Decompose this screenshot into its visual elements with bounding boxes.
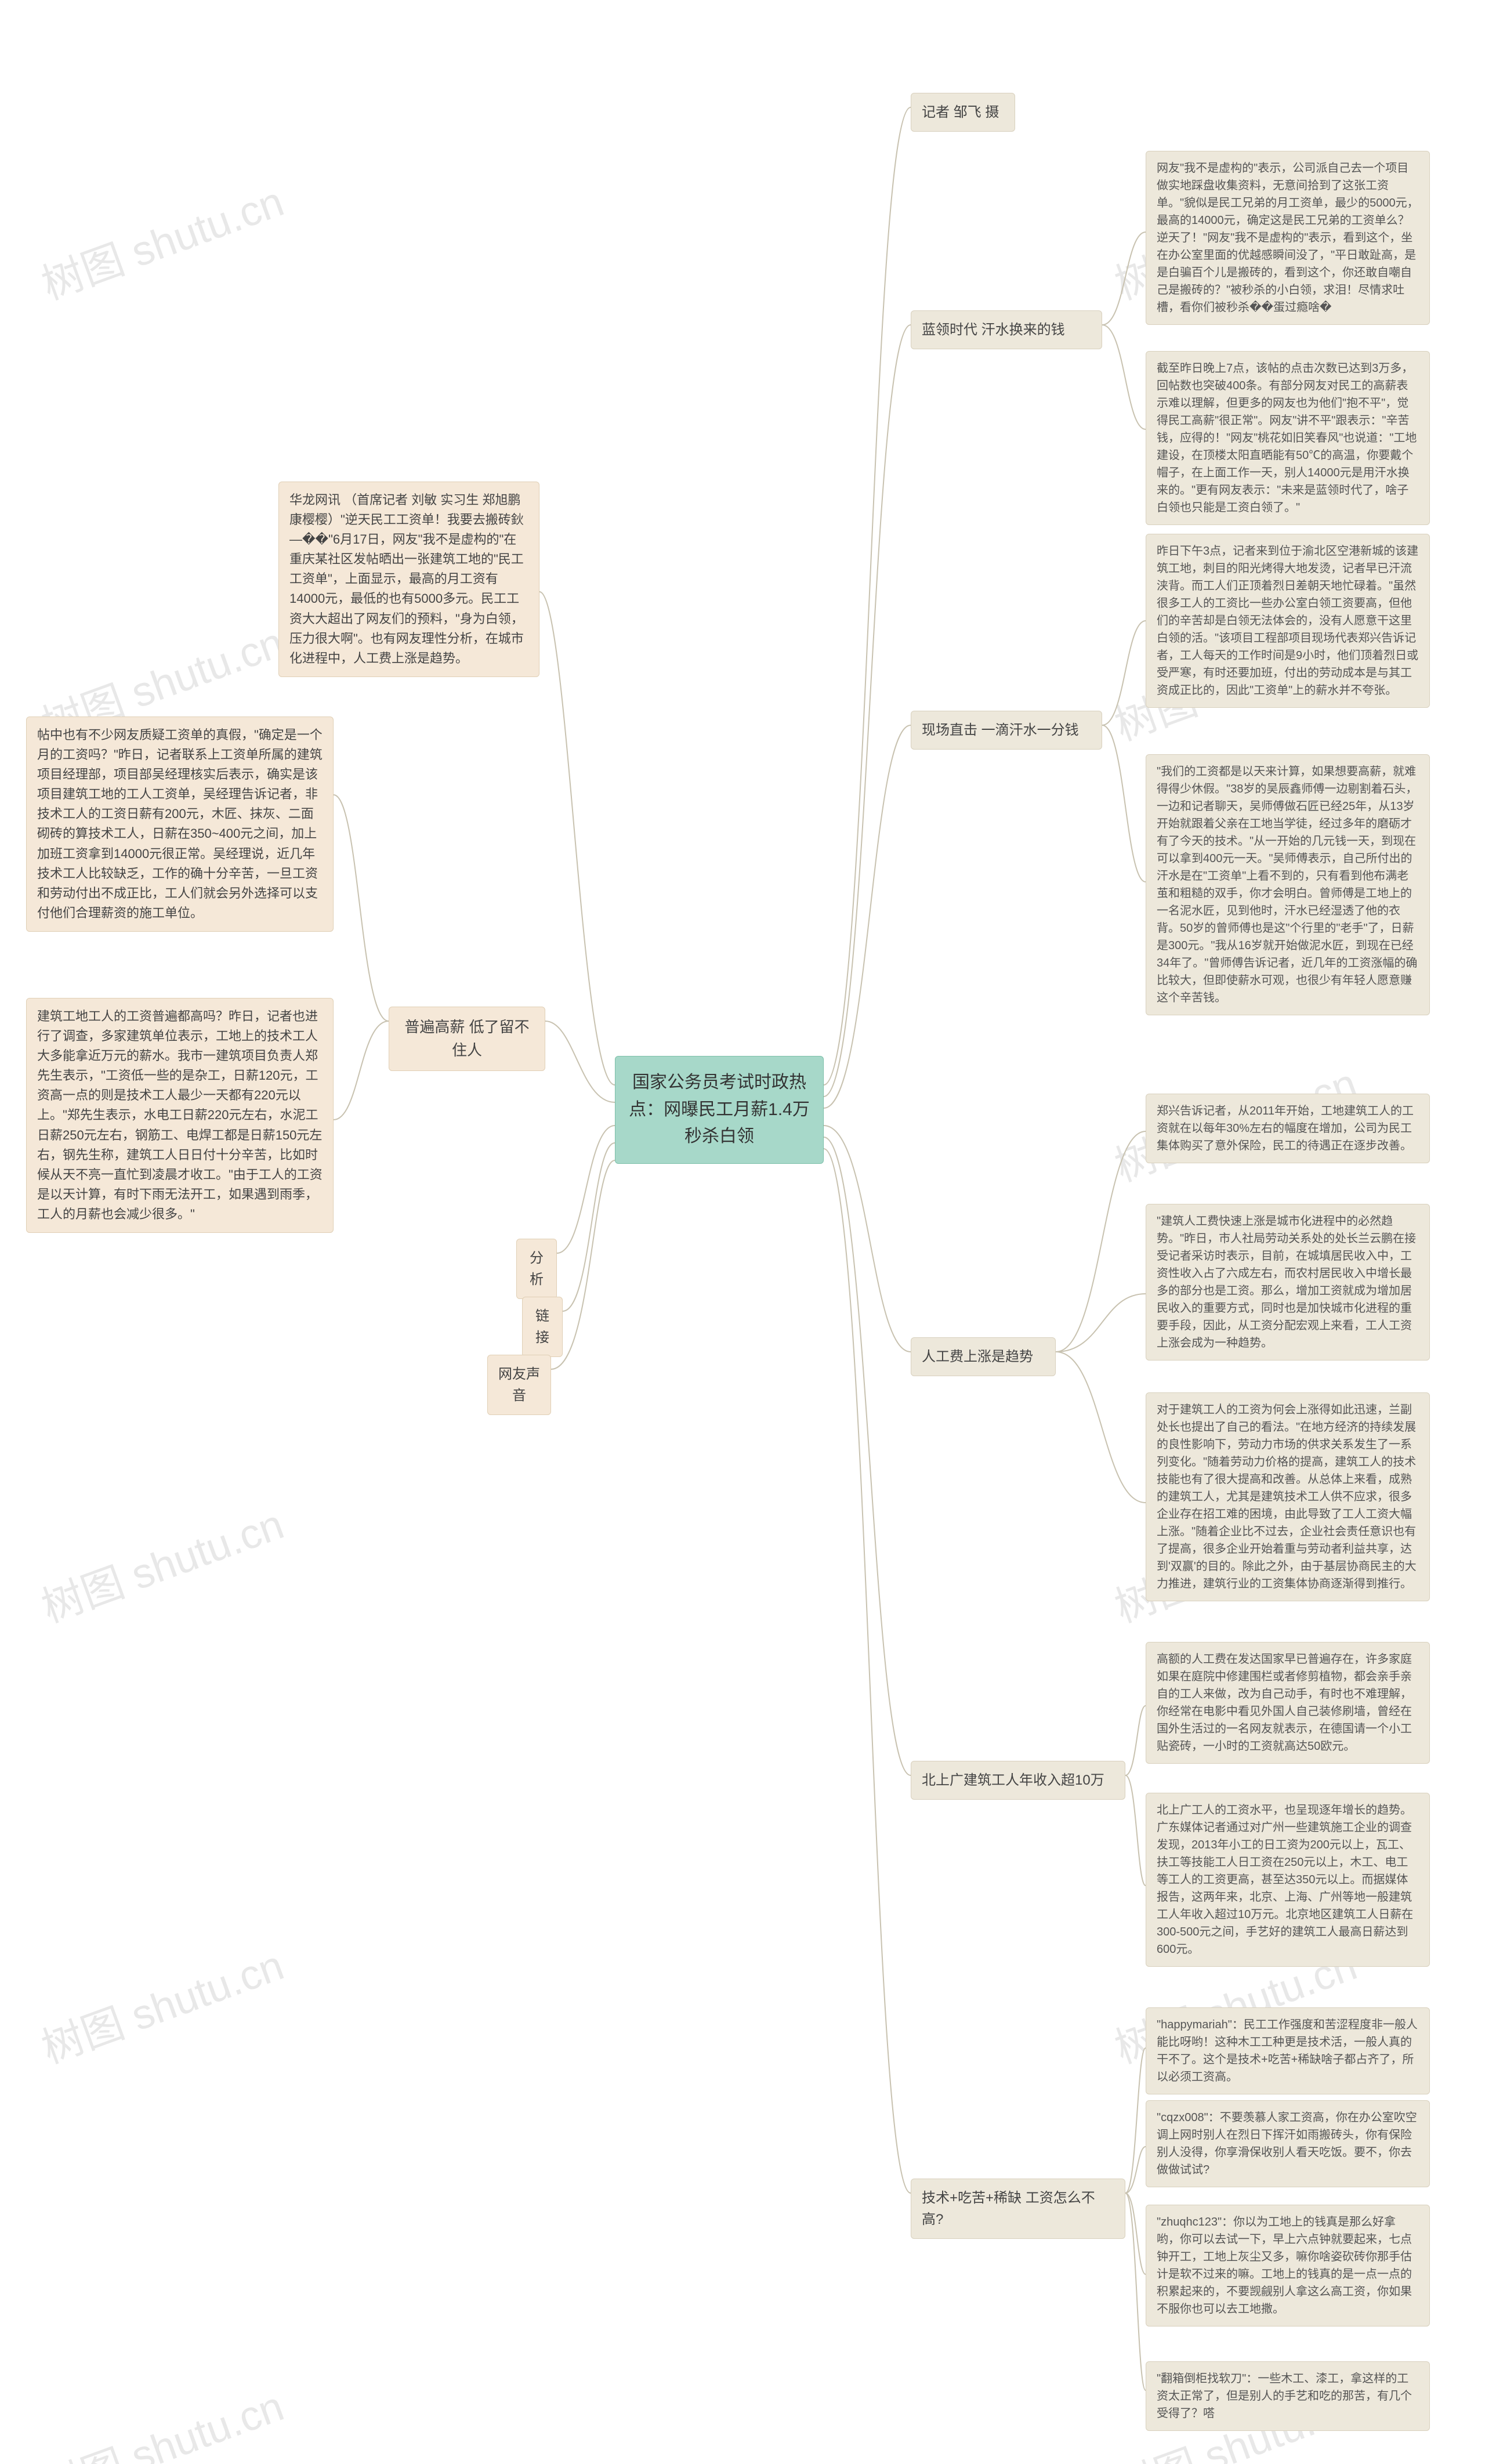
left-cat1-label: 普遍高薪 低了留不住人 bbox=[404, 1018, 529, 1059]
right-r5-detail-0-text: 高额的人工费在发达国家早已普遍存在，许多家庭如果在庭院中修建围栏或者修剪植物，都… bbox=[1157, 1653, 1412, 1753]
right-r1: 记者 邹飞 摄 bbox=[911, 93, 1015, 132]
left-cat3-label: 链接 bbox=[535, 1308, 549, 1345]
watermark: 树图 shutu.cn bbox=[32, 1931, 291, 2075]
right-r5: 北上广建筑工人年收入超10万 bbox=[911, 1761, 1125, 1800]
right-r6-detail-2: "zhuqhc123"：你以为工地上的钱真是那么好拿哟，你可以去试一下，早上六点… bbox=[1146, 2205, 1430, 2326]
left-cat1-detail-0-text: 帖中也有不少网友质疑工资单的真假，"确定是一个月的工资吗？"昨日，记者联系上工资… bbox=[37, 728, 323, 920]
right-r6-detail-0-text: "happymariah"：民工工作强度和苦涩程度非一般人能比呀哟！这种木工工种… bbox=[1157, 2018, 1418, 2083]
right-r4-detail-0-text: 郑兴告诉记者，从2011年开始，工地建筑工人的工资就在以每年30%左右的幅度在增… bbox=[1157, 1105, 1414, 1152]
right-r4-detail-2: 对于建筑工人的工资为何会上涨得如此迅速，兰副处长也提出了自己的看法。"在地方经济… bbox=[1146, 1392, 1430, 1601]
right-r6-detail-1-text: "cqzx008"：不要羡慕人家工资高，你在办公室吹空调上网时别人在烈日下挥汗如… bbox=[1157, 2111, 1417, 2176]
right-r5-label: 北上广建筑工人年收入超10万 bbox=[922, 1772, 1104, 1788]
left-cat1-detail-1-text: 建筑工地工人的工资普遍都高吗？昨日，记者也进行了调查，多家建筑单位表示，工地上的… bbox=[37, 1009, 323, 1221]
right-r3: 现场直击 一滴汗水一分钱 bbox=[911, 711, 1102, 750]
right-r6-label: 技术+吃苦+稀缺 工资怎么不高? bbox=[922, 2190, 1095, 2227]
right-r4-detail-1-text: "建筑人工费快速上涨是城市化进程中的必然趋势。"昨日，市人社局劳动关系处的处长兰… bbox=[1157, 1215, 1416, 1349]
left-cat3: 链接 bbox=[522, 1297, 563, 1357]
right-r6: 技术+吃苦+稀缺 工资怎么不高? bbox=[911, 2179, 1125, 2239]
center-title: 国家公务员考试时政热点：网曝民工月薪1.4万秒杀白领 bbox=[629, 1073, 810, 1146]
left-cat2-label: 分析 bbox=[530, 1250, 544, 1287]
right-r4-label: 人工费上涨是趋势 bbox=[922, 1349, 1033, 1365]
right-r2-label: 蓝领时代 汗水换来的钱 bbox=[922, 322, 1065, 338]
left-intro: 华龙网讯 （首席记者 刘敏 实习生 郑旭鹏 康樱樱）"逆天民工工资单！我要去搬砖… bbox=[278, 482, 539, 677]
right-r3-detail-0-text: 昨日下午3点，记者来到位于渝北区空港新城的该建筑工地，刺目的阳光烤得大地发烫，记… bbox=[1157, 545, 1418, 697]
center-node: 国家公务员考试时政热点：网曝民工月薪1.4万秒杀白领 bbox=[615, 1056, 824, 1164]
watermark: 树图 shutu.cn bbox=[32, 1490, 291, 1634]
left-cat1-detail-0: 帖中也有不少网友质疑工资单的真假，"确定是一个月的工资吗？"昨日，记者联系上工资… bbox=[26, 717, 334, 932]
right-r2-detail-0: 网友"我不是虚构的"表示，公司派自己去一个项目做实地踩盘收集资料，无意间拾到了这… bbox=[1146, 151, 1430, 325]
right-r6-detail-2-text: "zhuqhc123"：你以为工地上的钱真是那么好拿哟，你可以去试一下，早上六点… bbox=[1157, 2216, 1412, 2315]
right-r6-detail-0: "happymariah"：民工工作强度和苦涩程度非一般人能比呀哟！这种木工工种… bbox=[1146, 2007, 1430, 2094]
left-intro-text: 华龙网讯 （首席记者 刘敏 实习生 郑旭鹏 康樱樱）"逆天民工工资单！我要去搬砖… bbox=[289, 493, 524, 665]
right-r5-detail-1-text: 北上广工人的工资水平，也呈现逐年增长的趋势。广东媒体记者通过对广州一些建筑施工企… bbox=[1157, 1804, 1413, 1956]
left-cat2: 分析 bbox=[516, 1239, 557, 1299]
right-r3-detail-0: 昨日下午3点，记者来到位于渝北区空港新城的该建筑工地，刺目的阳光烤得大地发烫，记… bbox=[1146, 534, 1430, 708]
right-r3-detail-1: "我们的工资都是以天来计算，如果想要高薪，就难得得少休假。"38岁的吴辰鑫师傅一… bbox=[1146, 754, 1430, 1015]
right-r5-detail-1: 北上广工人的工资水平，也呈现逐年增长的趋势。广东媒体记者通过对广州一些建筑施工企… bbox=[1146, 1793, 1430, 1967]
right-r2-detail-1-text: 截至昨日晚上7点，该帖的点击次数已达到3万多，回帖数也突破400条。有部分网友对… bbox=[1157, 362, 1417, 514]
right-r3-detail-1-text: "我们的工资都是以天来计算，如果想要高薪，就难得得少休假。"38岁的吴辰鑫师傅一… bbox=[1157, 765, 1417, 1004]
right-r6-detail-3: "翻箱倒柜找软刀"：一些木工、漆工，拿这样的工资太正常了，但是别人的手艺和吃的那… bbox=[1146, 2361, 1430, 2431]
watermark: 树图 shutu.cn bbox=[32, 2372, 291, 2464]
left-cat4: 网友声音 bbox=[487, 1355, 551, 1415]
left-cat1: 普遍高薪 低了留不住人 bbox=[389, 1007, 545, 1071]
right-r4-detail-2-text: 对于建筑工人的工资为何会上涨得如此迅速，兰副处长也提出了自己的看法。"在地方经济… bbox=[1157, 1403, 1417, 1590]
left-cat4-label: 网友声音 bbox=[498, 1366, 540, 1403]
watermark: 树图 shutu.cn bbox=[32, 168, 291, 312]
right-r2-detail-0-text: 网友"我不是虚构的"表示，公司派自己去一个项目做实地踩盘收集资料，无意间拾到了这… bbox=[1157, 162, 1419, 314]
right-r2: 蓝领时代 汗水换来的钱 bbox=[911, 310, 1102, 349]
right-r1-label: 记者 邹飞 摄 bbox=[922, 104, 999, 120]
right-r6-detail-1: "cqzx008"：不要羡慕人家工资高，你在办公室吹空调上网时别人在烈日下挥汗如… bbox=[1146, 2100, 1430, 2187]
right-r4: 人工费上涨是趋势 bbox=[911, 1337, 1056, 1376]
right-r4-detail-1: "建筑人工费快速上涨是城市化进程中的必然趋势。"昨日，市人社局劳动关系处的处长兰… bbox=[1146, 1204, 1430, 1361]
right-r4-detail-0: 郑兴告诉记者，从2011年开始，工地建筑工人的工资就在以每年30%左右的幅度在增… bbox=[1146, 1094, 1430, 1163]
right-r3-label: 现场直击 一滴汗水一分钱 bbox=[922, 722, 1079, 738]
left-cat1-detail-1: 建筑工地工人的工资普遍都高吗？昨日，记者也进行了调查，多家建筑单位表示，工地上的… bbox=[26, 998, 334, 1233]
right-r2-detail-1: 截至昨日晚上7点，该帖的点击次数已达到3万多，回帖数也突破400条。有部分网友对… bbox=[1146, 351, 1430, 525]
right-r6-detail-3-text: "翻箱倒柜找软刀"：一些木工、漆工，拿这样的工资太正常了，但是别人的手艺和吃的那… bbox=[1157, 2372, 1412, 2420]
right-r5-detail-0: 高额的人工费在发达国家早已普遍存在，许多家庭如果在庭院中修建围栏或者修剪植物，都… bbox=[1146, 1642, 1430, 1764]
